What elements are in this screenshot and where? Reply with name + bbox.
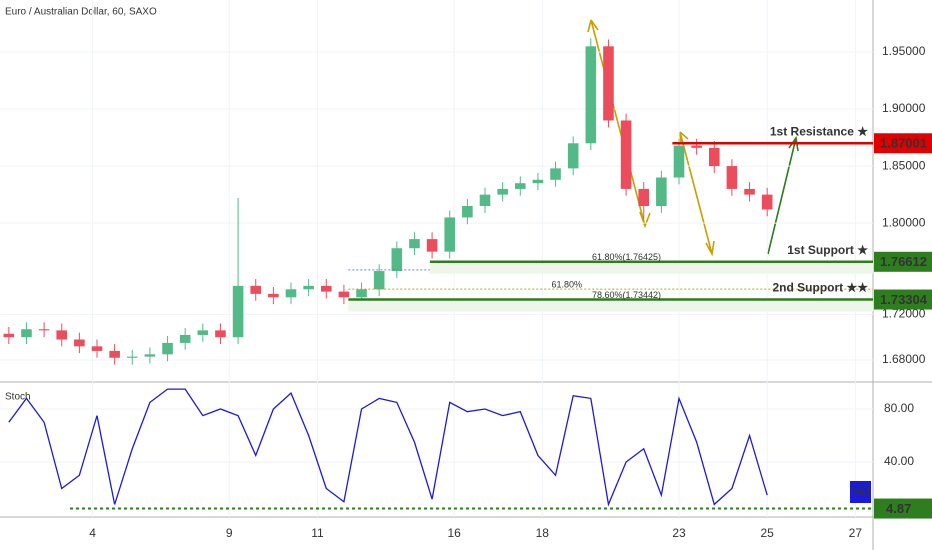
legend-box — [850, 481, 871, 503]
fib-note: 61.80%(1.76425) — [592, 252, 661, 262]
level-value: 1.87001 — [880, 136, 927, 151]
candle-body — [691, 145, 702, 148]
arrow — [767, 135, 799, 255]
y-tick-label: 1.68000 — [882, 352, 926, 366]
candle-body — [426, 239, 438, 252]
fib-note: 78.60%(1.73442) — [592, 290, 661, 300]
candle-body — [74, 339, 85, 347]
stoch-line — [8, 388, 768, 507]
candle-body — [444, 217, 456, 252]
candle-body — [532, 179, 544, 184]
candle-body — [708, 147, 720, 167]
level-name: 1st Resistance ★ — [770, 124, 868, 138]
legend-label: %D — [851, 484, 871, 498]
arrow-tail — [679, 131, 689, 144]
candle-body — [56, 330, 68, 340]
candle-body — [144, 354, 156, 357]
fib-label: 61.80% — [551, 279, 582, 289]
x-tick-label: 11 — [311, 526, 324, 540]
y-tick-label: 1.90000 — [882, 101, 926, 115]
candle-body — [656, 177, 667, 207]
arrow — [679, 131, 715, 257]
y-tick-label: 1.95000 — [882, 44, 926, 58]
level-zone — [348, 299, 873, 312]
candle-body — [232, 285, 244, 338]
y-tick-label: 1.72000 — [882, 307, 926, 321]
candle-body — [514, 183, 526, 189]
x-tick-label: 23 — [672, 526, 686, 540]
candle-body — [21, 329, 32, 338]
x-tick-label: 16 — [447, 526, 461, 540]
candle-body — [567, 143, 579, 169]
candle-body — [603, 46, 614, 121]
candle-body — [673, 145, 685, 178]
candle-body — [250, 285, 262, 294]
level-value: 4.87 — [886, 501, 911, 516]
level-name: 1st Support ★ — [787, 243, 868, 257]
candle-body — [391, 248, 403, 272]
candle-body — [197, 330, 209, 335]
candle-body — [126, 356, 138, 358]
candle-body — [761, 194, 773, 210]
candle-body — [497, 188, 508, 195]
candle-body — [285, 289, 297, 298]
arrow — [587, 19, 646, 227]
level-name: 2nd Support ★★ — [772, 281, 868, 295]
arrows — [587, 19, 799, 257]
candle-body — [726, 166, 738, 189]
candle-body — [91, 346, 103, 351]
candle-body — [179, 334, 191, 343]
x-tick-label: 27 — [849, 526, 863, 540]
candle-body — [409, 239, 420, 249]
candle-body — [462, 206, 473, 218]
candle-body — [620, 120, 632, 189]
level-value: 1.76612 — [880, 254, 927, 269]
level-value-box — [874, 498, 932, 519]
candle-body — [162, 342, 173, 355]
y-tick-label: 1.80000 — [882, 215, 926, 229]
candle-body — [356, 289, 367, 298]
level-value: 1.73304 — [880, 292, 928, 307]
x-tick-label: 25 — [761, 526, 775, 540]
level-value-box — [874, 251, 932, 272]
candle-body — [638, 188, 650, 207]
candle-body — [109, 350, 120, 358]
candle-body — [268, 293, 279, 298]
candle-body — [338, 291, 350, 298]
stoch-title: Stoch — [5, 392, 31, 403]
candle-body — [320, 285, 332, 292]
x-tick-label: 4 — [89, 526, 96, 540]
candle-body — [215, 330, 226, 338]
candle-body — [585, 46, 597, 144]
candle-body — [744, 188, 755, 195]
level-zone — [429, 261, 873, 274]
x-tick-label: 18 — [536, 526, 550, 540]
level-value-box — [874, 289, 932, 310]
candle-body — [479, 194, 491, 207]
arrow-head — [639, 211, 651, 229]
y-tick-label: 40.00 — [884, 454, 914, 468]
chart-title: Euro / Australian Dollar, 60, SAXO — [5, 7, 157, 18]
y-tick-label: 80.00 — [884, 401, 914, 415]
x-tick-label: 9 — [226, 526, 233, 540]
level-value-box — [874, 133, 932, 154]
candle-body — [303, 285, 314, 290]
candle-body — [38, 329, 50, 331]
candle-body — [550, 168, 561, 180]
candle-body — [3, 333, 15, 338]
candle-body — [373, 271, 385, 290]
y-tick-label: 1.85000 — [882, 158, 926, 172]
